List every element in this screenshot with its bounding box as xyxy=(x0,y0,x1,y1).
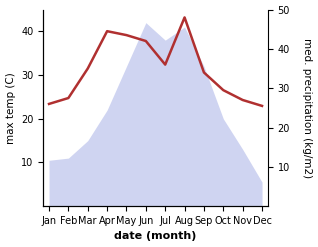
Y-axis label: max temp (C): max temp (C) xyxy=(5,72,16,144)
Y-axis label: med. precipitation (kg/m2): med. precipitation (kg/m2) xyxy=(302,38,313,178)
X-axis label: date (month): date (month) xyxy=(114,231,197,242)
